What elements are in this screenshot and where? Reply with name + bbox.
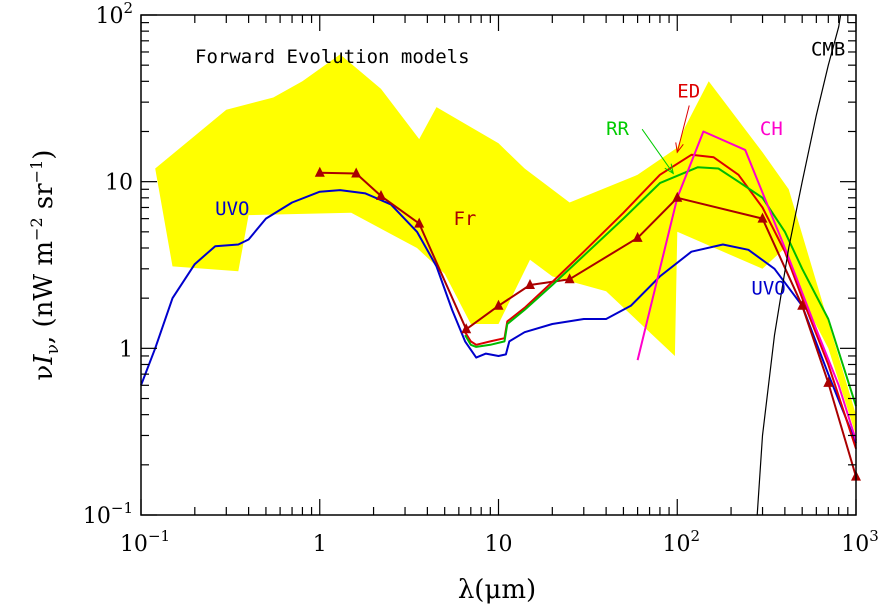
x-tick-label: 103 xyxy=(841,527,879,557)
annotation-fr: Fr xyxy=(453,208,476,230)
chart-title: Forward Evolution models xyxy=(195,46,470,68)
uncertainty-band-layer xyxy=(155,54,856,436)
fr-marker xyxy=(493,299,504,310)
fr-marker xyxy=(757,212,768,223)
series-model-2-line xyxy=(464,153,857,450)
fr-marker xyxy=(632,231,643,242)
x-tick-label: 10 xyxy=(485,532,513,557)
series-ch-line xyxy=(636,130,857,441)
fr-marker xyxy=(564,273,575,284)
y-axis-label: νIν, (nW m−2 sr−1) xyxy=(27,150,63,381)
annotation-ed: ED xyxy=(677,80,700,102)
x-axis-label: λ(μm) xyxy=(458,575,536,605)
annotation-arrow xyxy=(641,128,674,174)
annotation-rr: RR xyxy=(606,118,629,140)
marker-layer xyxy=(314,166,861,481)
arrow-head xyxy=(664,163,675,175)
series-fr-line xyxy=(319,171,857,477)
fr-marker xyxy=(314,166,325,177)
annotation-uvo: UVO xyxy=(215,198,249,220)
series-model-3-line xyxy=(464,166,857,407)
annotation-layer: UVO Fr RR ED CH UVO CMB xyxy=(215,39,845,300)
fr-marker xyxy=(823,376,834,387)
fr-marker xyxy=(414,217,425,228)
fr-marker xyxy=(461,323,472,334)
fr-marker xyxy=(351,167,362,178)
fr-marker xyxy=(376,190,386,200)
x-tick-label: 10−1 xyxy=(120,527,170,557)
y-tick-label: 10−1 xyxy=(83,499,133,529)
fr-marker xyxy=(672,191,683,202)
annotation-cmb: CMB xyxy=(811,39,845,61)
uncertainty-band xyxy=(155,54,856,436)
y-tick-label: 10 xyxy=(105,171,133,196)
y-tick-label: 102 xyxy=(95,0,133,29)
arrow-head xyxy=(675,142,684,154)
tick-layer: 10−1 1 10 102 103 10−1 1 10 102 xyxy=(83,0,879,557)
annotation-ch: CH xyxy=(760,118,783,140)
x-tick-label: 1 xyxy=(313,532,327,557)
x-tick-label: 102 xyxy=(662,527,700,557)
fr-marker xyxy=(525,279,535,289)
y-tick-label: 1 xyxy=(119,337,133,362)
series-uvo-line xyxy=(140,189,857,444)
series-layer xyxy=(140,14,857,516)
series-cmb-line xyxy=(756,14,842,516)
annotation-arrow xyxy=(676,105,690,153)
fr-marker xyxy=(797,299,808,310)
annotation-uvo: UVO xyxy=(751,278,785,300)
